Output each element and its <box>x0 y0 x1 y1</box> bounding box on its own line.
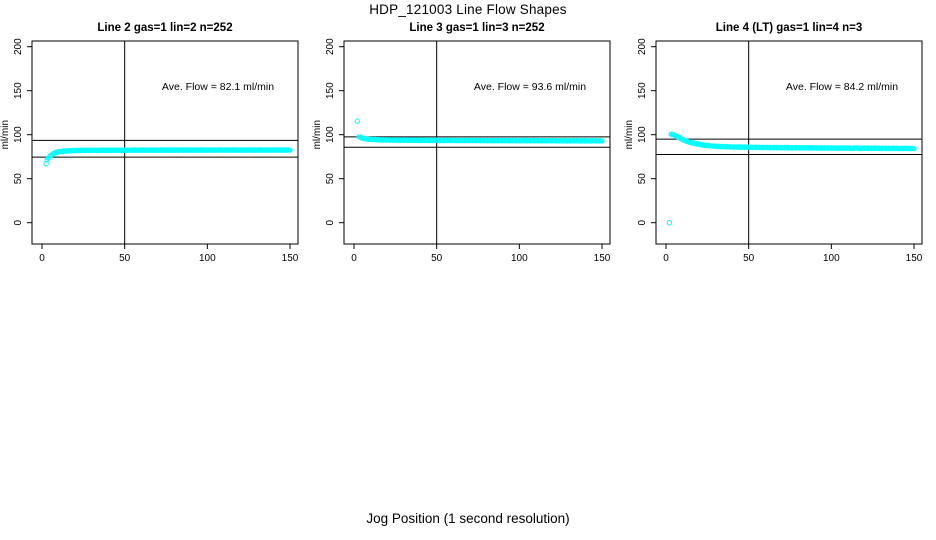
y-tick-label: 200 <box>325 38 336 55</box>
outlier-point <box>666 220 672 226</box>
y-axis-label: ml/min <box>624 120 635 149</box>
flow-trace-points <box>666 131 917 226</box>
x-tick-label: 50 <box>743 253 755 264</box>
y-tick-label: 200 <box>637 38 648 55</box>
panel-title: Line 2 gas=1 lin=2 n=252 <box>97 22 232 34</box>
y-tick-label: 50 <box>637 173 648 185</box>
x-tick-label: 150 <box>906 253 923 264</box>
flow-trace-points <box>354 118 605 144</box>
outlier-point <box>43 161 49 167</box>
plot-box <box>31 40 299 245</box>
ave-flow-annotation: Ave. Flow = 82.1 ml/min <box>162 81 274 93</box>
x-tick-label: 50 <box>431 253 443 264</box>
x-tick-label: 150 <box>282 253 299 264</box>
y-axis-label: ml/min <box>312 120 323 149</box>
plot-box <box>655 40 923 245</box>
y-tick-label: 100 <box>325 126 336 143</box>
panel-title: Line 4 (LT) gas=1 lin=4 n=3 <box>716 22 862 34</box>
figure-title: HDP_121003 Line Flow Shapes <box>369 2 567 17</box>
y-tick-label: 100 <box>13 126 24 143</box>
x-tick-label: 100 <box>823 253 840 264</box>
y-tick-label: 150 <box>637 82 648 99</box>
y-tick-label: 150 <box>325 82 336 99</box>
x-tick-label: 0 <box>351 253 357 264</box>
y-tick-label: 100 <box>637 126 648 143</box>
panel-title: Line 3 gas=1 lin=3 n=252 <box>409 22 544 34</box>
flow-trace-points <box>43 147 293 167</box>
y-tick-label: 0 <box>637 219 648 225</box>
panels-row: Line 2 gas=1 lin=2 n=252 0 50 100 150 0 50 100 1… <box>0 20 936 280</box>
x-axis-label: Jog Position (1 second resolution) <box>366 511 570 526</box>
x-tick-label: 100 <box>199 253 216 264</box>
ave-flow-annotation: Ave. Flow = 93.6 ml/min <box>474 81 586 93</box>
x-tick-label: 100 <box>511 253 528 264</box>
ave-flow-annotation: Ave. Flow = 84.2 ml/min <box>786 81 898 93</box>
x-tick-label: 0 <box>663 253 669 264</box>
panel-2-chart: Line 3 gas=1 lin=3 n=252 0 50 100 150 0 50 100 1… <box>312 22 611 264</box>
y-tick-label: 50 <box>325 173 336 185</box>
outlier-point <box>354 118 360 124</box>
x-tick-label: 0 <box>39 253 45 264</box>
y-tick-label: 200 <box>13 38 24 55</box>
y-tick-label: 150 <box>13 82 24 99</box>
y-tick-label: 0 <box>325 219 336 225</box>
panel-3-chart: Line 4 (LT) gas=1 lin=4 n=3 0 50 100 150 0 50 1… <box>624 22 923 264</box>
panel-1-chart: Line 2 gas=1 lin=2 n=252 0 50 100 150 0 50 100 1… <box>0 22 299 264</box>
plot-box <box>343 40 611 245</box>
y-tick-label: 50 <box>13 173 24 185</box>
y-tick-label: 0 <box>13 219 24 225</box>
y-axis-label: ml/min <box>0 120 11 149</box>
x-tick-label: 150 <box>594 253 611 264</box>
x-tick-label: 50 <box>119 253 131 264</box>
